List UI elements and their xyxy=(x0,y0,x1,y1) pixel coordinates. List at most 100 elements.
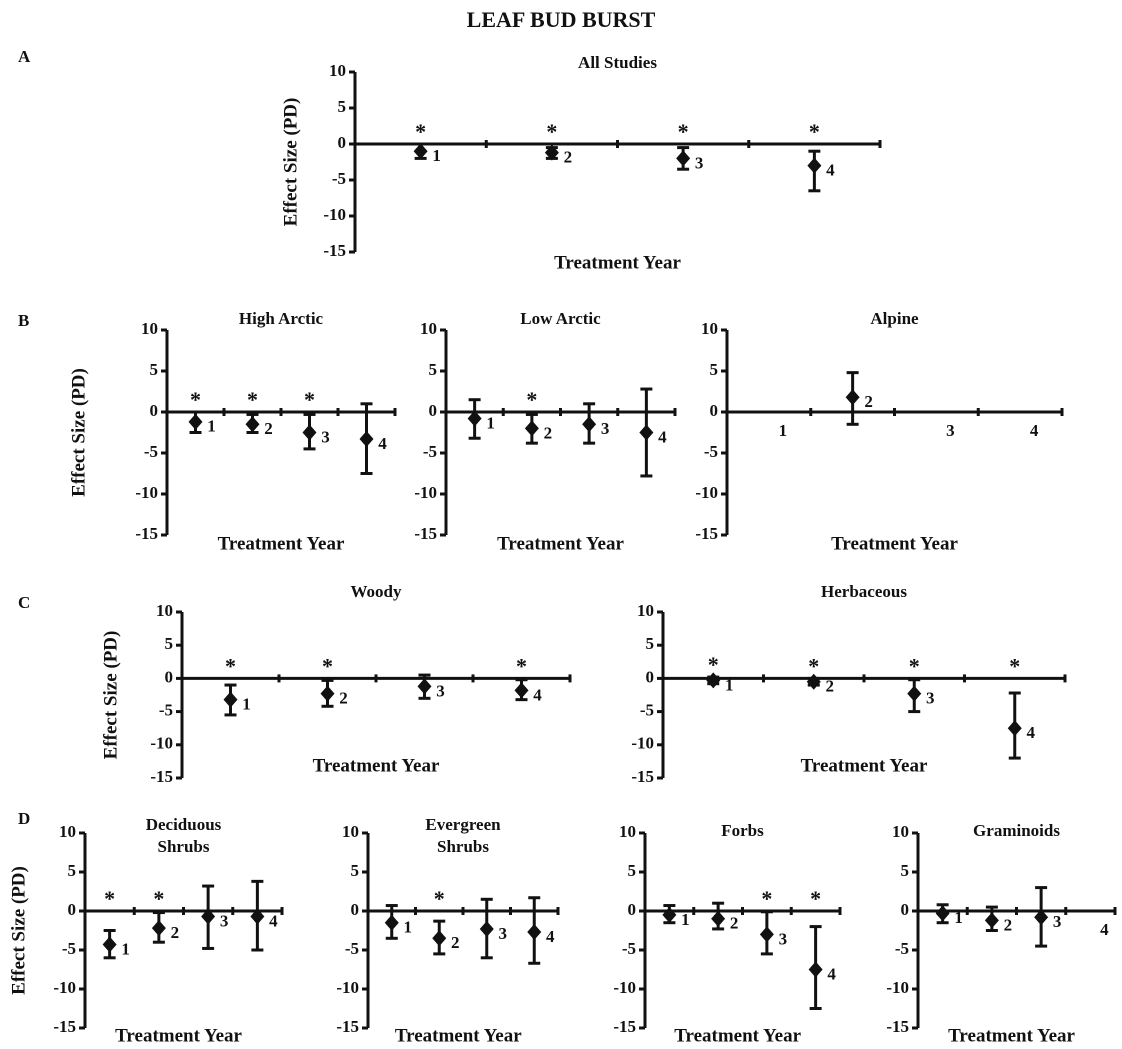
x-tick-label: 3 xyxy=(1053,912,1062,931)
point xyxy=(1034,909,1049,926)
y-tick-label: -10 xyxy=(414,483,437,502)
y-tick-label: -5 xyxy=(144,442,158,461)
x-axis-label: Treatment Year xyxy=(497,533,624,554)
point xyxy=(935,905,950,922)
y-tick-label: -15 xyxy=(336,1017,359,1036)
y-tick-label: 5 xyxy=(150,360,159,379)
y-tick-label: -10 xyxy=(135,483,158,502)
panel-title: Shrubs xyxy=(437,837,489,856)
point xyxy=(201,908,216,925)
y-tick-label: -10 xyxy=(695,483,718,502)
y-tick-label: 0 xyxy=(165,667,174,686)
y-tick-label: -5 xyxy=(704,442,718,461)
y-tick-label: -15 xyxy=(414,524,437,543)
significance: * xyxy=(526,387,537,412)
x-tick-label: 2 xyxy=(826,677,835,696)
significance: * xyxy=(546,119,557,144)
y-tick-label: 5 xyxy=(646,634,655,653)
y-tick-label: 5 xyxy=(165,634,174,653)
point xyxy=(808,961,823,978)
x-tick-label: 1 xyxy=(725,675,734,694)
point xyxy=(320,685,335,702)
significance: * xyxy=(761,886,772,911)
y-tick-label: -5 xyxy=(332,169,346,188)
y-axis-label: Effect Size (PD) xyxy=(68,368,89,497)
x-tick-label: 1 xyxy=(954,908,963,927)
panel-title: Herbaceous xyxy=(821,582,907,601)
y-tick-label: -15 xyxy=(150,767,173,786)
point xyxy=(527,924,542,941)
point xyxy=(102,936,117,953)
significance: * xyxy=(708,652,719,677)
panel-title: Shrubs xyxy=(158,837,210,856)
significance: * xyxy=(153,886,164,911)
y-tick-label: 0 xyxy=(338,133,347,152)
x-tick-label: 2 xyxy=(451,933,460,952)
y-axis-label: Effect Size (PD) xyxy=(8,866,29,995)
x-axis-label: Treatment Year xyxy=(554,252,681,273)
point xyxy=(467,410,482,427)
x-tick-label: 1 xyxy=(121,939,130,958)
point xyxy=(907,685,922,702)
point xyxy=(188,413,203,430)
x-axis-label: Treatment Year xyxy=(831,533,958,554)
panel-title: All Studies xyxy=(578,53,657,72)
y-tick-label: -5 xyxy=(345,939,359,958)
x-tick-label: 1 xyxy=(207,417,216,436)
point xyxy=(806,673,821,690)
y-tick-label: -10 xyxy=(613,978,636,997)
significance: * xyxy=(247,387,258,412)
y-tick-label: -15 xyxy=(695,524,718,543)
y-tick-label: -5 xyxy=(895,939,909,958)
y-tick-label: -15 xyxy=(135,524,158,543)
x-tick-label: 3 xyxy=(926,689,935,708)
y-tick-label: -5 xyxy=(622,939,636,958)
x-tick-label: 3 xyxy=(220,911,229,930)
panel-title: Deciduous xyxy=(146,815,222,834)
x-tick-label: 4 xyxy=(1100,920,1109,939)
significance: * xyxy=(322,653,333,678)
x-tick-label: 2 xyxy=(171,923,180,942)
y-tick-label: -15 xyxy=(886,1017,909,1036)
figure-title: LEAF BUD BURST xyxy=(467,7,656,32)
y-tick-label: 5 xyxy=(338,97,347,116)
y-tick-label: 5 xyxy=(429,360,438,379)
significance: * xyxy=(190,387,201,412)
x-tick-label: 2 xyxy=(564,148,573,167)
x-tick-label: 1 xyxy=(779,421,788,440)
y-tick-label: -5 xyxy=(423,442,437,461)
section-label: B xyxy=(18,311,29,330)
panel-title: Low Arctic xyxy=(520,309,601,328)
y-tick-label: 0 xyxy=(646,667,655,686)
y-tick-label: 10 xyxy=(637,601,654,620)
y-tick-label: 0 xyxy=(628,900,637,919)
x-axis-label: Treatment Year xyxy=(313,755,440,776)
x-tick-label: 2 xyxy=(339,689,348,708)
significance: * xyxy=(304,387,315,412)
x-axis-label: Treatment Year xyxy=(115,1025,242,1046)
y-axis-label: Effect Size (PD) xyxy=(100,631,121,760)
significance: * xyxy=(434,886,445,911)
y-tick-label: 10 xyxy=(342,822,359,841)
x-tick-label: 3 xyxy=(321,427,330,446)
y-tick-label: 10 xyxy=(892,822,909,841)
x-tick-label: 2 xyxy=(1004,915,1013,934)
y-tick-label: 0 xyxy=(429,401,438,420)
x-tick-label: 4 xyxy=(826,161,835,180)
x-tick-label: 1 xyxy=(681,910,690,929)
point xyxy=(417,678,432,695)
panel-title: Woody xyxy=(350,582,402,601)
y-tick-label: -10 xyxy=(631,734,654,753)
point xyxy=(151,920,166,937)
point xyxy=(223,691,238,708)
x-tick-label: 2 xyxy=(730,914,739,933)
x-axis-label: Treatment Year xyxy=(674,1025,801,1046)
significance: * xyxy=(104,886,115,911)
x-tick-label: 2 xyxy=(264,419,273,438)
y-tick-label: 5 xyxy=(68,861,77,880)
point xyxy=(250,908,265,925)
x-tick-label: 2 xyxy=(864,392,873,411)
significance: * xyxy=(516,653,527,678)
section-label: A xyxy=(18,47,31,66)
